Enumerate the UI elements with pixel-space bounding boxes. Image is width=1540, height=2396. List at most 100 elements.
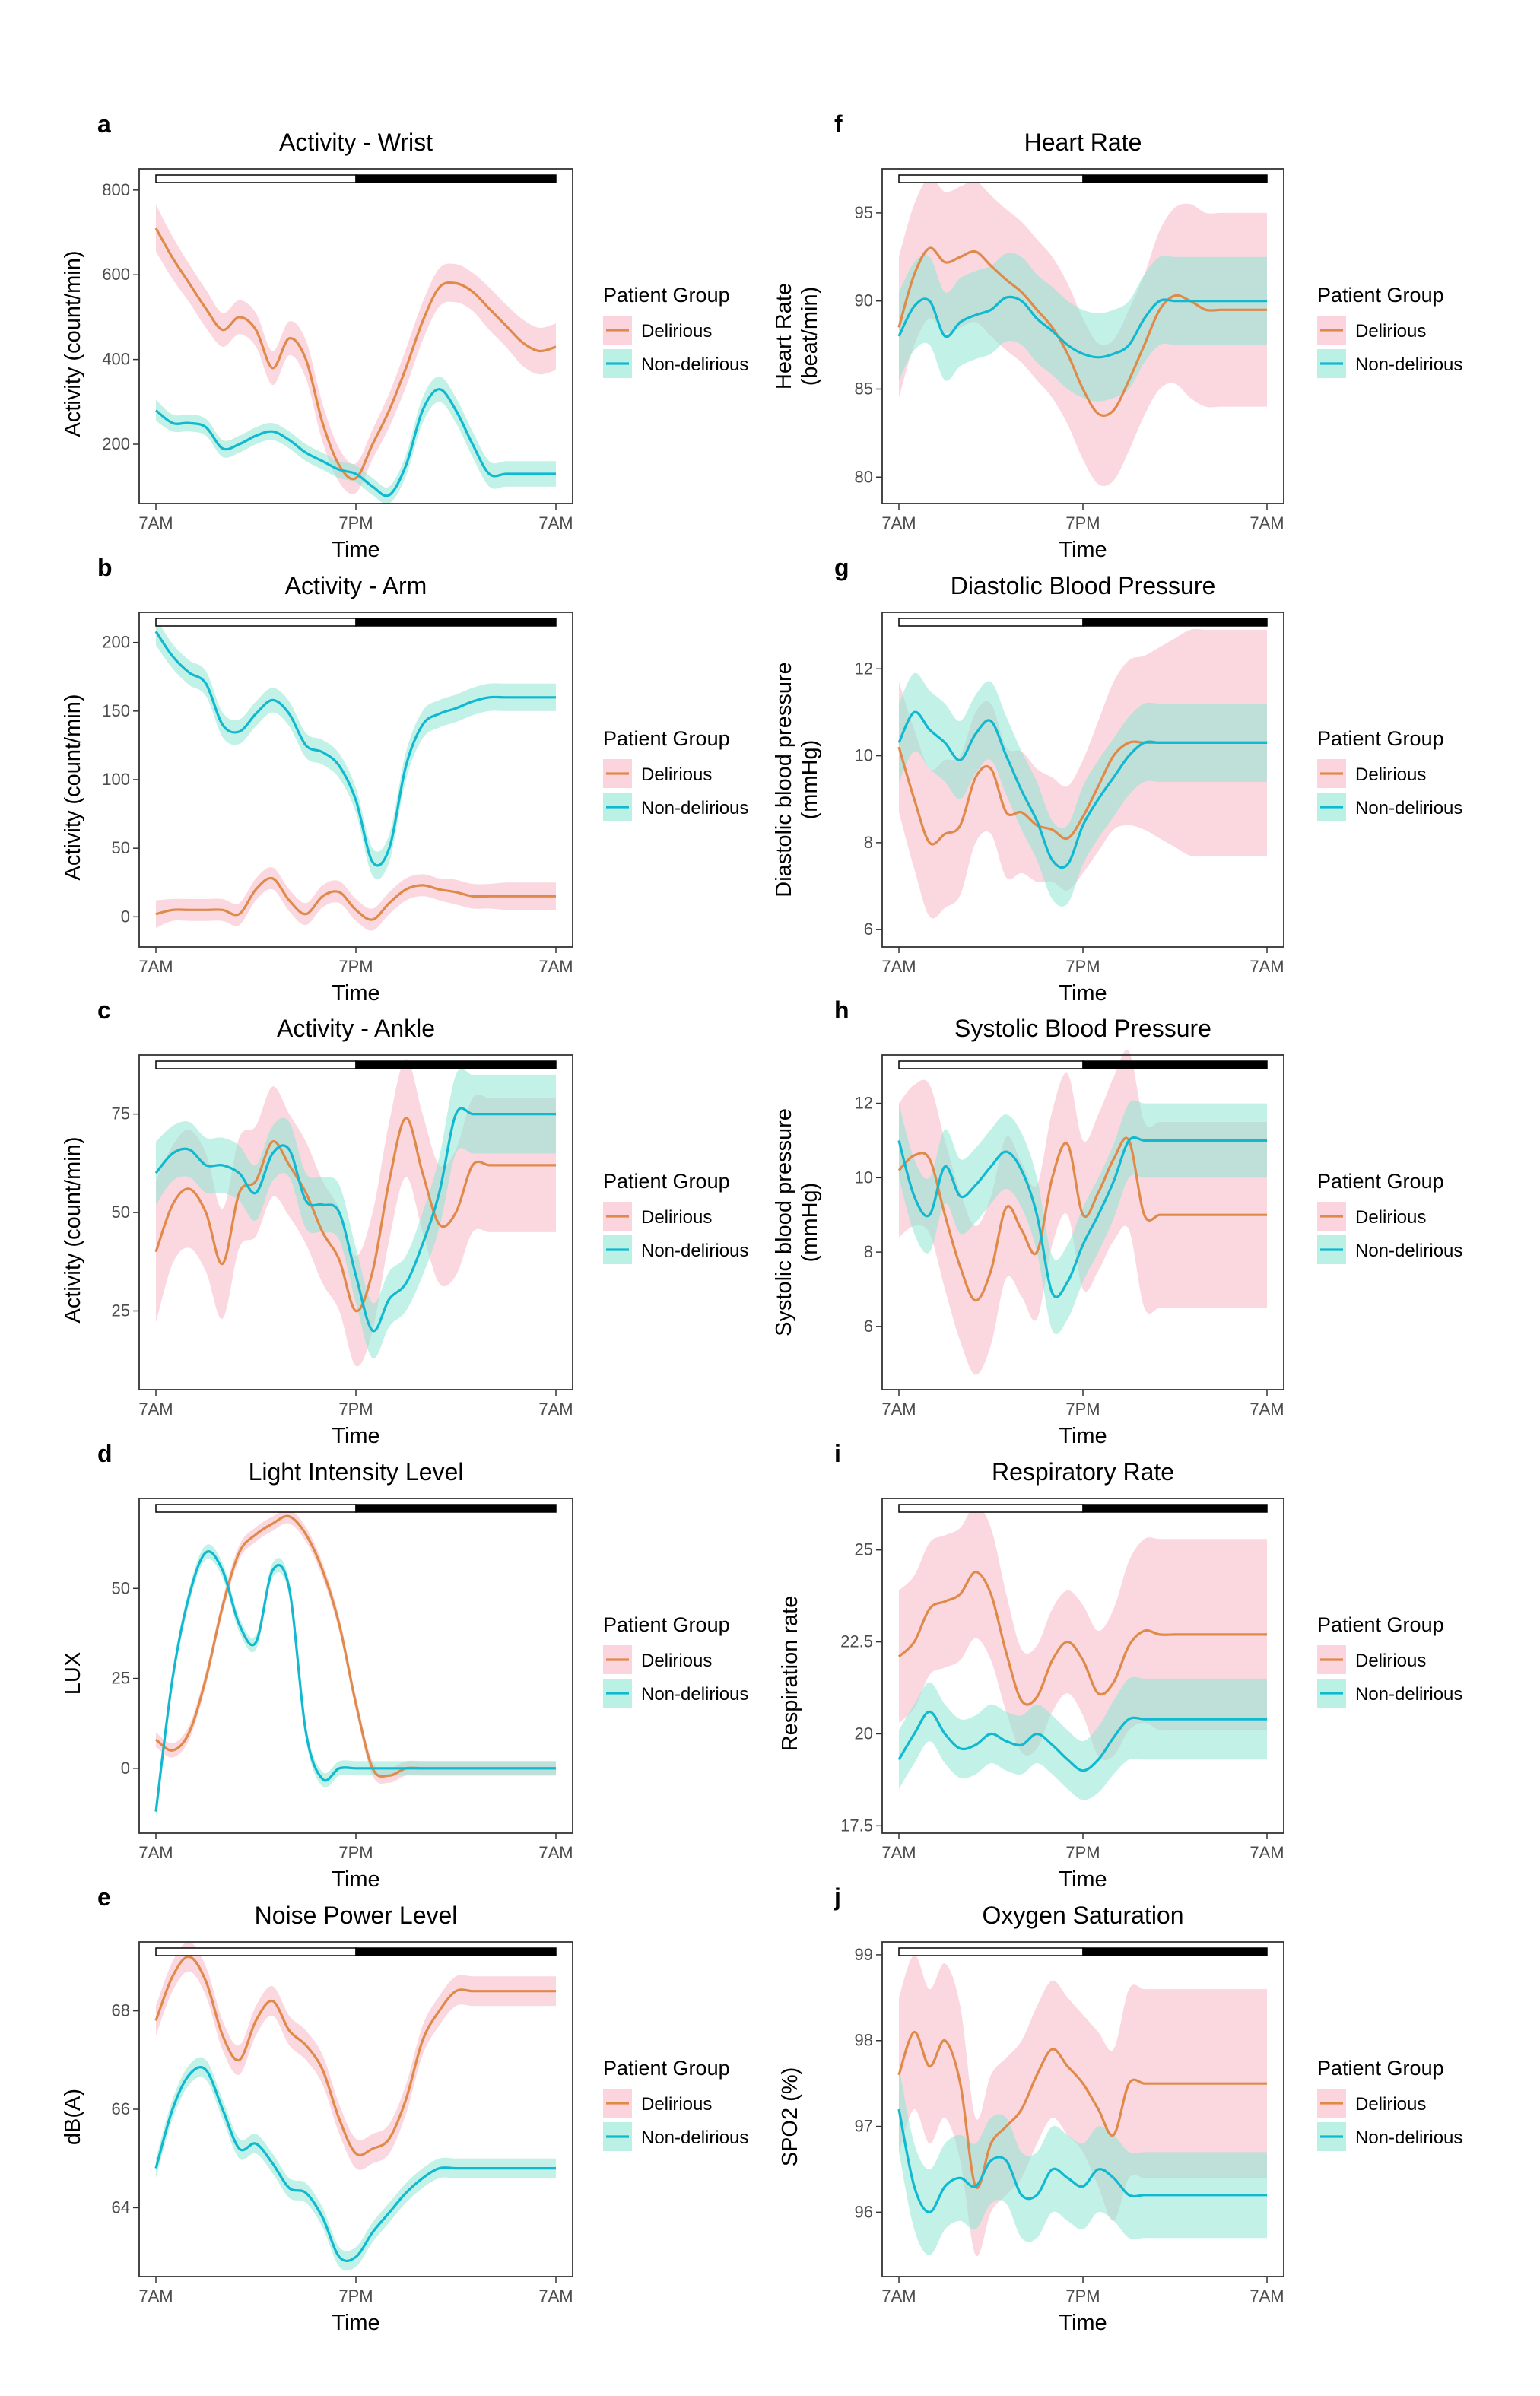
- y-tick-label: 75: [112, 1104, 130, 1123]
- y-tick-label: 0: [121, 1759, 130, 1778]
- legend-label: Non-delirious: [641, 798, 748, 818]
- panel-letter: c: [97, 996, 111, 1024]
- series-line-non-delirious: [154, 631, 556, 867]
- y-tick-label: 96: [855, 2202, 873, 2221]
- day-bar: [898, 174, 1084, 183]
- ci-band-delirious: [899, 629, 1267, 919]
- series-line-non-delirious: [897, 2108, 1267, 2213]
- y-axis-title: SPO2 (%): [778, 2067, 802, 2167]
- x-tick-label: 7PM: [338, 957, 373, 976]
- legend-label: Delirious: [1355, 1207, 1426, 1228]
- x-axis-title: Time: [1059, 1867, 1107, 1892]
- panel-title: Activity - Arm: [285, 572, 427, 599]
- legend-label: Delirious: [1355, 1651, 1426, 1671]
- x-tick-label: 7AM: [138, 513, 173, 532]
- y-tick-label: 80: [855, 467, 873, 486]
- series-line-non-delirious: [154, 2066, 556, 2262]
- ci-band-delirious: [156, 1941, 556, 2170]
- legend-title: Patient Group: [603, 284, 730, 307]
- series-line-delirious: [897, 1136, 1267, 1302]
- day-bar: [898, 1504, 1084, 1513]
- y-tick-label: 17.5: [840, 1816, 873, 1835]
- ci-band-delirious: [156, 867, 556, 931]
- panel-title: Activity - Ankle: [277, 1015, 435, 1042]
- y-axis-title-line: (mmHg): [798, 1183, 822, 1263]
- x-axis-title: Time: [1059, 538, 1107, 562]
- x-axis-title: Time: [332, 981, 379, 1006]
- x-tick-label: 7PM: [338, 2286, 373, 2305]
- legend-title: Patient Group: [1317, 1170, 1444, 1193]
- series-line-delirious: [154, 1117, 556, 1313]
- y-tick-label: 99: [855, 1945, 873, 1964]
- x-tick-label: 7AM: [881, 513, 916, 532]
- panel-letter: d: [97, 1440, 113, 1467]
- ci-band-non-delirious: [156, 2057, 556, 2271]
- y-axis-title: dB(A): [61, 2089, 85, 2145]
- series-line-non-delirious: [154, 1107, 556, 1333]
- y-axis-title: Diastolic blood pressure(mmHg): [772, 662, 822, 897]
- day-bar: [155, 1504, 357, 1513]
- series-line-non-delirious: [897, 1136, 1267, 1298]
- x-tick-label: 7PM: [1065, 2286, 1100, 2305]
- x-tick-label: 7PM: [338, 513, 373, 532]
- night-bar: [1082, 1504, 1268, 1513]
- legend-title: Patient Group: [603, 727, 730, 750]
- legend-title: Patient Group: [603, 2057, 730, 2080]
- legend-label: Delirious: [1355, 321, 1426, 342]
- legend-label: Non-delirious: [1355, 1241, 1462, 1261]
- panel-title: Heart Rate: [1024, 129, 1142, 156]
- y-tick-label: 8: [864, 833, 873, 852]
- chart-panel-d: d Light Intensity Level 0 25 50 7AM 7PM 7AM Time…: [61, 1440, 748, 1892]
- panel-title: Oxygen Saturation: [982, 1902, 1183, 1929]
- x-tick-label: 7PM: [1065, 1400, 1100, 1419]
- x-tick-label: 7AM: [538, 957, 573, 976]
- legend-label: Delirious: [641, 321, 712, 342]
- chart-panel-h: h Systolic Blood Pressure 6 8 10 12 7AM 7PM 7AM T…: [772, 996, 1462, 1448]
- y-tick-label: 50: [112, 1203, 130, 1222]
- y-tick-label: 10: [855, 746, 873, 765]
- legend-label: Non-delirious: [641, 1241, 748, 1261]
- x-tick-label: 7AM: [881, 2286, 916, 2305]
- series-line-delirious: [897, 246, 1267, 417]
- legend: Patient Group Delirious Non-delirious: [1317, 727, 1462, 821]
- x-axis-title: Time: [332, 2311, 379, 2335]
- day-bar: [898, 1947, 1084, 1956]
- legend-title: Patient Group: [1317, 727, 1444, 750]
- legend-label: Non-delirious: [1355, 354, 1462, 375]
- x-tick-label: 7PM: [1065, 957, 1100, 976]
- y-tick-label: 6: [864, 920, 873, 939]
- night-bar: [355, 174, 557, 183]
- y-axis-title-line: Systolic blood pressure: [772, 1108, 796, 1336]
- legend-title: Patient Group: [1317, 284, 1444, 307]
- legend-label: Delirious: [641, 764, 712, 785]
- legend: Patient Group Delirious Non-delirious: [1317, 1170, 1462, 1264]
- y-axis-title: Activity (count/min): [61, 251, 85, 437]
- y-axis-title: Respiration rate: [778, 1596, 802, 1752]
- x-tick-label: 7AM: [538, 513, 573, 532]
- series-line-non-delirious: [154, 1550, 556, 1812]
- series-line-delirious: [897, 2030, 1267, 2190]
- ci-band-non-delirious: [899, 672, 1267, 907]
- x-axis-title: Time: [332, 1867, 379, 1892]
- panel-title: Noise Power Level: [255, 1902, 458, 1929]
- x-tick-label: 7AM: [881, 1843, 916, 1862]
- x-tick-label: 7PM: [338, 1843, 373, 1862]
- legend: Patient Group Delirious Non-delirious: [603, 1170, 748, 1264]
- x-tick-label: 7AM: [138, 1843, 173, 1862]
- x-axis-title: Time: [1059, 1424, 1107, 1448]
- chart-panel-g: g Diastolic Blood Pressure 6 8 10 12 7AM 7PM 7AM…: [772, 554, 1462, 1006]
- ci-band-non-delirious: [899, 1676, 1267, 1800]
- legend-label: Non-delirious: [1355, 798, 1462, 818]
- x-axis-title: Time: [1059, 981, 1107, 1006]
- day-bar: [155, 1947, 357, 1956]
- chart-panel-a: a Activity - Wrist 200 400 600 800 7AM 7PM 7AM Ti…: [61, 110, 748, 562]
- y-tick-label: 10: [855, 1168, 873, 1187]
- y-tick-label: 64: [112, 2197, 130, 2216]
- panel-letter: f: [834, 110, 843, 138]
- x-tick-label: 7AM: [538, 2286, 573, 2305]
- y-tick-label: 50: [112, 838, 130, 857]
- ci-band-non-delirious: [899, 1100, 1267, 1335]
- x-tick-label: 7AM: [538, 1843, 573, 1862]
- y-tick-label: 90: [855, 291, 873, 310]
